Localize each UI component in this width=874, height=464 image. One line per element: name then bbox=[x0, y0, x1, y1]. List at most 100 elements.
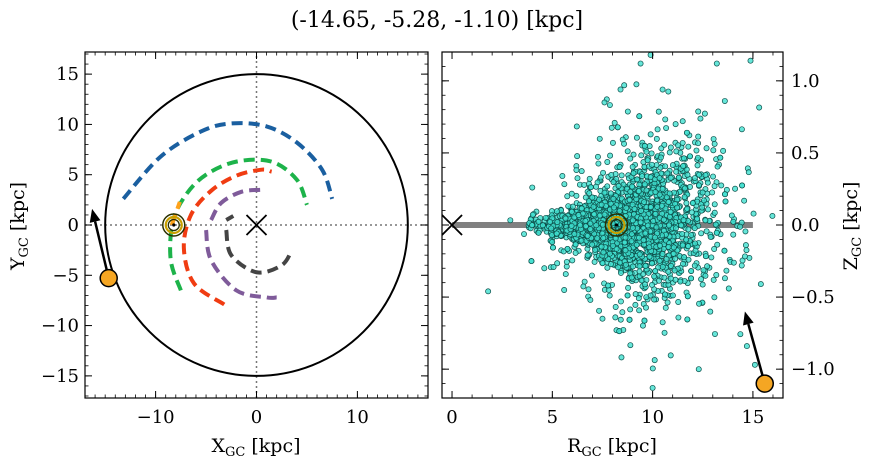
star-point bbox=[728, 212, 735, 219]
left-plot-area bbox=[85, 52, 428, 398]
star-point bbox=[712, 221, 719, 228]
star-point bbox=[702, 253, 709, 260]
star-point bbox=[665, 268, 672, 275]
star-point bbox=[741, 197, 748, 204]
star-point bbox=[627, 188, 634, 195]
star-point bbox=[694, 162, 701, 169]
star-point bbox=[673, 148, 680, 155]
star-point bbox=[730, 231, 737, 238]
star-point bbox=[561, 181, 568, 188]
star-point bbox=[661, 274, 668, 281]
star-point bbox=[713, 60, 720, 67]
star-point bbox=[743, 343, 750, 350]
star-point bbox=[721, 247, 728, 254]
star-point bbox=[679, 118, 686, 125]
star-point bbox=[688, 275, 695, 282]
star-point bbox=[632, 301, 639, 308]
star-point bbox=[604, 159, 611, 165]
star-point bbox=[688, 209, 695, 216]
star-point bbox=[725, 285, 732, 292]
left-xtick-label: 10 bbox=[346, 407, 369, 428]
star-point bbox=[641, 143, 648, 149]
velocity-arrow-left bbox=[89, 208, 110, 279]
star-point bbox=[702, 272, 709, 279]
star-point bbox=[559, 173, 566, 179]
star-point bbox=[693, 147, 700, 154]
spiral-arm-1 bbox=[168, 157, 309, 292]
star-point bbox=[585, 286, 592, 293]
star-point bbox=[594, 153, 601, 160]
star-point bbox=[667, 275, 674, 282]
star-point bbox=[657, 154, 664, 161]
sun-inner-ring bbox=[167, 218, 180, 232]
star-point bbox=[696, 171, 703, 178]
star-point bbox=[643, 294, 650, 301]
star-point bbox=[655, 108, 662, 115]
star-point bbox=[707, 233, 714, 240]
star-point bbox=[688, 268, 695, 274]
star-point bbox=[617, 316, 624, 323]
star-point bbox=[659, 186, 666, 192]
star-point bbox=[713, 272, 720, 278]
star-point bbox=[665, 244, 672, 250]
star-point bbox=[661, 141, 668, 148]
star-point bbox=[743, 247, 750, 254]
star-point bbox=[714, 163, 721, 170]
galaxy-boundary-circle bbox=[104, 73, 409, 377]
star-point bbox=[571, 231, 578, 237]
star-point bbox=[568, 208, 575, 215]
spiral-arm-7 bbox=[169, 201, 182, 226]
right-panel: 0 5 10 15 −1.0 −0.5 0.0 0.5 1.0 RGC [kpc] ZGC [k… bbox=[441, 51, 865, 460]
left-ytick-label: 5 bbox=[68, 165, 79, 186]
star-point bbox=[616, 328, 623, 335]
star-point bbox=[675, 174, 682, 181]
star-point bbox=[618, 354, 625, 361]
star-point bbox=[598, 201, 605, 208]
star-point bbox=[587, 226, 594, 233]
star-point bbox=[572, 241, 579, 248]
star-point bbox=[600, 169, 607, 176]
star-point bbox=[629, 164, 636, 170]
star-point bbox=[643, 187, 650, 194]
star-point bbox=[636, 268, 643, 275]
star-point bbox=[606, 102, 613, 108]
star-point bbox=[671, 267, 678, 274]
star-point bbox=[711, 140, 718, 147]
star-point bbox=[678, 222, 685, 229]
star-point bbox=[712, 331, 718, 337]
star-point bbox=[601, 211, 608, 218]
star-point bbox=[636, 234, 642, 241]
star-point bbox=[609, 139, 616, 146]
star-point bbox=[756, 104, 763, 111]
star-point bbox=[700, 197, 707, 204]
star-point bbox=[699, 281, 706, 288]
star-point bbox=[595, 160, 602, 167]
star-point bbox=[562, 215, 569, 222]
star-point bbox=[580, 283, 587, 290]
star-point bbox=[739, 182, 746, 189]
star-point bbox=[685, 243, 692, 250]
star-point bbox=[548, 225, 555, 232]
star-point bbox=[647, 204, 654, 211]
star-point bbox=[641, 199, 648, 205]
star-point bbox=[730, 259, 737, 266]
star-point bbox=[684, 205, 691, 212]
star-point bbox=[680, 217, 687, 224]
star-point bbox=[561, 287, 568, 293]
star-point bbox=[750, 210, 757, 217]
star-point bbox=[649, 260, 656, 267]
star-point bbox=[722, 191, 728, 198]
star-point bbox=[528, 258, 535, 265]
star-point bbox=[742, 253, 748, 260]
star-point bbox=[687, 153, 693, 160]
star-point bbox=[604, 183, 611, 190]
star-point bbox=[574, 153, 581, 160]
star-point bbox=[573, 167, 580, 173]
star-point bbox=[568, 222, 575, 229]
star-point bbox=[656, 277, 662, 284]
star-point bbox=[529, 184, 536, 191]
sun-marker-left bbox=[162, 213, 186, 237]
star-point bbox=[664, 170, 671, 177]
star-point bbox=[698, 276, 705, 283]
star-point bbox=[636, 263, 643, 270]
